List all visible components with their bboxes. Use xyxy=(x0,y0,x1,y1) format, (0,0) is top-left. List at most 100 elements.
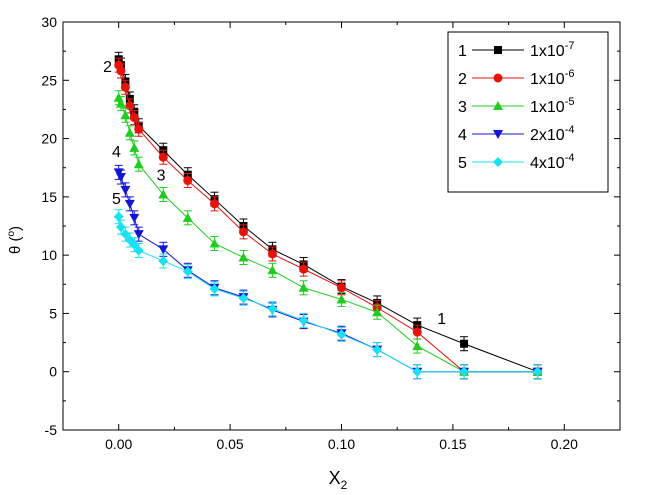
data-point xyxy=(124,199,135,209)
curve-label: 3 xyxy=(157,168,166,185)
series-layer xyxy=(113,51,543,380)
data-point xyxy=(238,293,249,304)
legend: 1 1x10-72 1x10-63 1x10-54 2x10-45 4x10-4 xyxy=(447,31,609,193)
x-tick-label: 0.10 xyxy=(328,436,355,452)
legend-exponent: -4 xyxy=(565,152,575,164)
data-point xyxy=(134,124,144,134)
legend-mantissa: 1x10 xyxy=(530,99,565,116)
legend-marker xyxy=(493,157,503,167)
y-tick-label: 30 xyxy=(41,14,57,30)
legend-label: 1x10-7 xyxy=(530,40,574,60)
y-tick-label: -5 xyxy=(45,422,58,438)
data-point xyxy=(267,265,278,275)
data-point xyxy=(133,159,144,169)
y-axis-title: θ (o) xyxy=(6,226,24,254)
legend-mantissa: 1x10 xyxy=(530,71,565,88)
curve-label: 4 xyxy=(112,144,121,161)
legend-exponent: -5 xyxy=(565,96,575,108)
data-point xyxy=(459,366,470,377)
data-point xyxy=(115,173,126,183)
data-point xyxy=(129,213,140,223)
data-point xyxy=(412,366,423,377)
x-tick-label: 0.15 xyxy=(439,436,466,452)
legend-mantissa: 1x10 xyxy=(530,43,565,60)
data-point xyxy=(116,66,126,76)
data-point xyxy=(120,110,131,120)
y-tick-label: 15 xyxy=(41,189,57,205)
legend-marker xyxy=(493,130,503,139)
legend-mantissa: 2x10 xyxy=(530,127,565,144)
data-point xyxy=(298,315,309,326)
curve-label: 5 xyxy=(112,191,121,208)
y-tick-label: 5 xyxy=(49,305,57,321)
data-point xyxy=(336,294,347,304)
data-point xyxy=(372,307,383,317)
data-point xyxy=(124,127,135,137)
data-point xyxy=(129,142,140,152)
data-point xyxy=(460,339,469,348)
curve-labels: 1 2 3 4 5 xyxy=(103,59,446,328)
legend-number: 4 xyxy=(458,127,467,144)
legend-label: 1x10-6 xyxy=(530,68,574,88)
data-point xyxy=(120,82,130,92)
legend-mantissa: 4x10 xyxy=(530,155,565,172)
data-point xyxy=(209,283,220,294)
legend-label: 2x10-4 xyxy=(530,124,574,144)
data-point xyxy=(210,199,220,209)
legend-marker xyxy=(493,73,503,83)
legend-exponent: -7 xyxy=(565,40,575,52)
y-tick-label: 20 xyxy=(41,131,57,147)
legend-exponent: -6 xyxy=(565,68,575,80)
data-point xyxy=(133,245,144,256)
data-point xyxy=(299,264,309,274)
series-5 xyxy=(113,209,543,380)
legend-marker xyxy=(494,46,502,54)
legend-marker xyxy=(493,101,503,110)
data-point xyxy=(298,282,309,292)
data-point xyxy=(120,185,131,195)
data-point xyxy=(412,327,422,337)
data-point xyxy=(158,152,168,162)
data-point xyxy=(113,211,124,222)
x-tick-label: 0.00 xyxy=(105,436,132,452)
data-point xyxy=(267,249,277,259)
curve-label: 1 xyxy=(437,311,446,328)
data-point xyxy=(158,255,169,266)
data-point xyxy=(125,101,135,111)
curve-label: 2 xyxy=(103,59,112,76)
data-point xyxy=(158,189,169,199)
data-point xyxy=(129,113,139,123)
x-axis-title-main: X xyxy=(329,468,341,488)
data-point xyxy=(336,329,347,340)
x-tick-label: 0.05 xyxy=(216,436,243,452)
data-point xyxy=(129,239,140,250)
data-point xyxy=(238,227,248,237)
y-tick-label: 10 xyxy=(41,247,57,263)
data-point xyxy=(158,245,169,255)
legend-number: 5 xyxy=(458,155,467,172)
data-point xyxy=(532,366,543,377)
legend-label: 4x10-4 xyxy=(530,152,574,172)
data-point xyxy=(209,238,220,248)
legend-number: 1 xyxy=(458,43,467,60)
data-point xyxy=(182,266,193,277)
data-point xyxy=(267,303,278,314)
legend-number: 2 xyxy=(458,71,467,88)
data-point xyxy=(337,283,346,293)
data-point xyxy=(372,344,383,355)
y-axis-title-close: ) xyxy=(7,226,24,231)
data-point xyxy=(120,229,131,240)
y-tick-label: 0 xyxy=(49,364,57,380)
legend-box xyxy=(447,31,609,193)
y-axis-title-sup: o xyxy=(6,231,17,237)
legend-exponent: -4 xyxy=(565,124,575,136)
data-point xyxy=(115,98,126,108)
x-axis-title: X2 xyxy=(329,468,348,492)
y-axis-title-main: θ ( xyxy=(7,237,24,255)
data-point xyxy=(133,230,144,240)
legend-number: 3 xyxy=(458,99,467,116)
data-point xyxy=(115,222,126,233)
x-tick-label: 0.20 xyxy=(551,436,578,452)
